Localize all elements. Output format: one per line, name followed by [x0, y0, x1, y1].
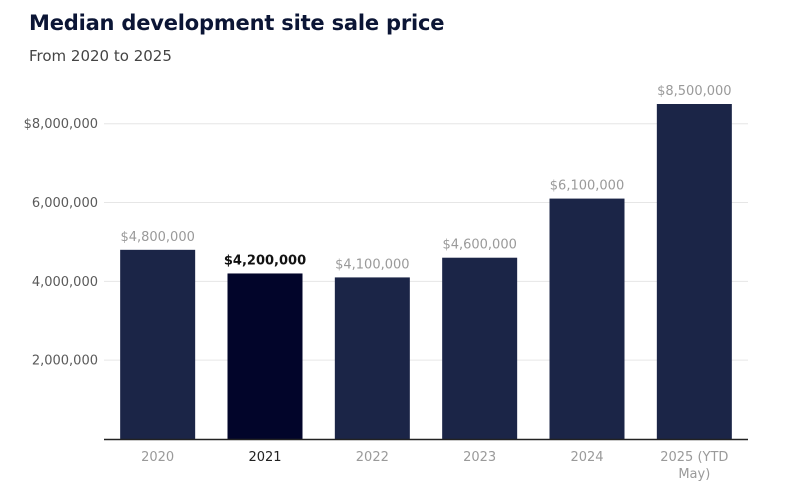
y-axis-ticks: 2,000,000 4,000,000 6,000,000 $8,000,000: [24, 117, 98, 368]
data-label: $4,800,000: [120, 230, 194, 245]
y-tick-label: $8,000,000: [24, 117, 98, 132]
y-tick-label: 6,000,000: [32, 196, 98, 211]
chart-subtitle: From 2020 to 2025: [29, 47, 172, 65]
x-tick-label: 2024: [570, 450, 603, 465]
bars: [120, 104, 732, 439]
gridlines: [104, 123, 748, 361]
x-tick-label: 2023: [463, 450, 496, 465]
x-tick-label: 2021: [248, 450, 281, 465]
data-label: $8,500,000: [657, 84, 731, 99]
data-labels: $4,800,000 $4,200,000 $4,100,000 $4,600,000…: [120, 84, 731, 272]
x-axis-ticks: 2020 2021 2022 2023 2024 2025 (YTD May): [141, 450, 728, 482]
data-label: $4,600,000: [442, 238, 516, 253]
chart-title: Median development site sale price: [29, 11, 445, 35]
bar-2022[interactable]: [334, 277, 410, 439]
data-label: $6,100,000: [550, 179, 624, 194]
x-tick-label: 2020: [141, 450, 174, 465]
x-tick-label: 2025 (YTD May): [660, 450, 728, 482]
bar-2021[interactable]: [227, 273, 303, 439]
y-tick-label: 2,000,000: [32, 354, 98, 369]
x-tick-label: 2022: [356, 450, 389, 465]
bar-2023[interactable]: [442, 257, 518, 439]
y-tick-label: 4,000,000: [32, 275, 98, 290]
data-label: $4,200,000: [224, 253, 306, 268]
bar-2020[interactable]: [120, 249, 196, 439]
bar-2024[interactable]: [549, 198, 625, 439]
bar-2025[interactable]: [656, 104, 732, 439]
data-label: $4,100,000: [335, 257, 409, 272]
